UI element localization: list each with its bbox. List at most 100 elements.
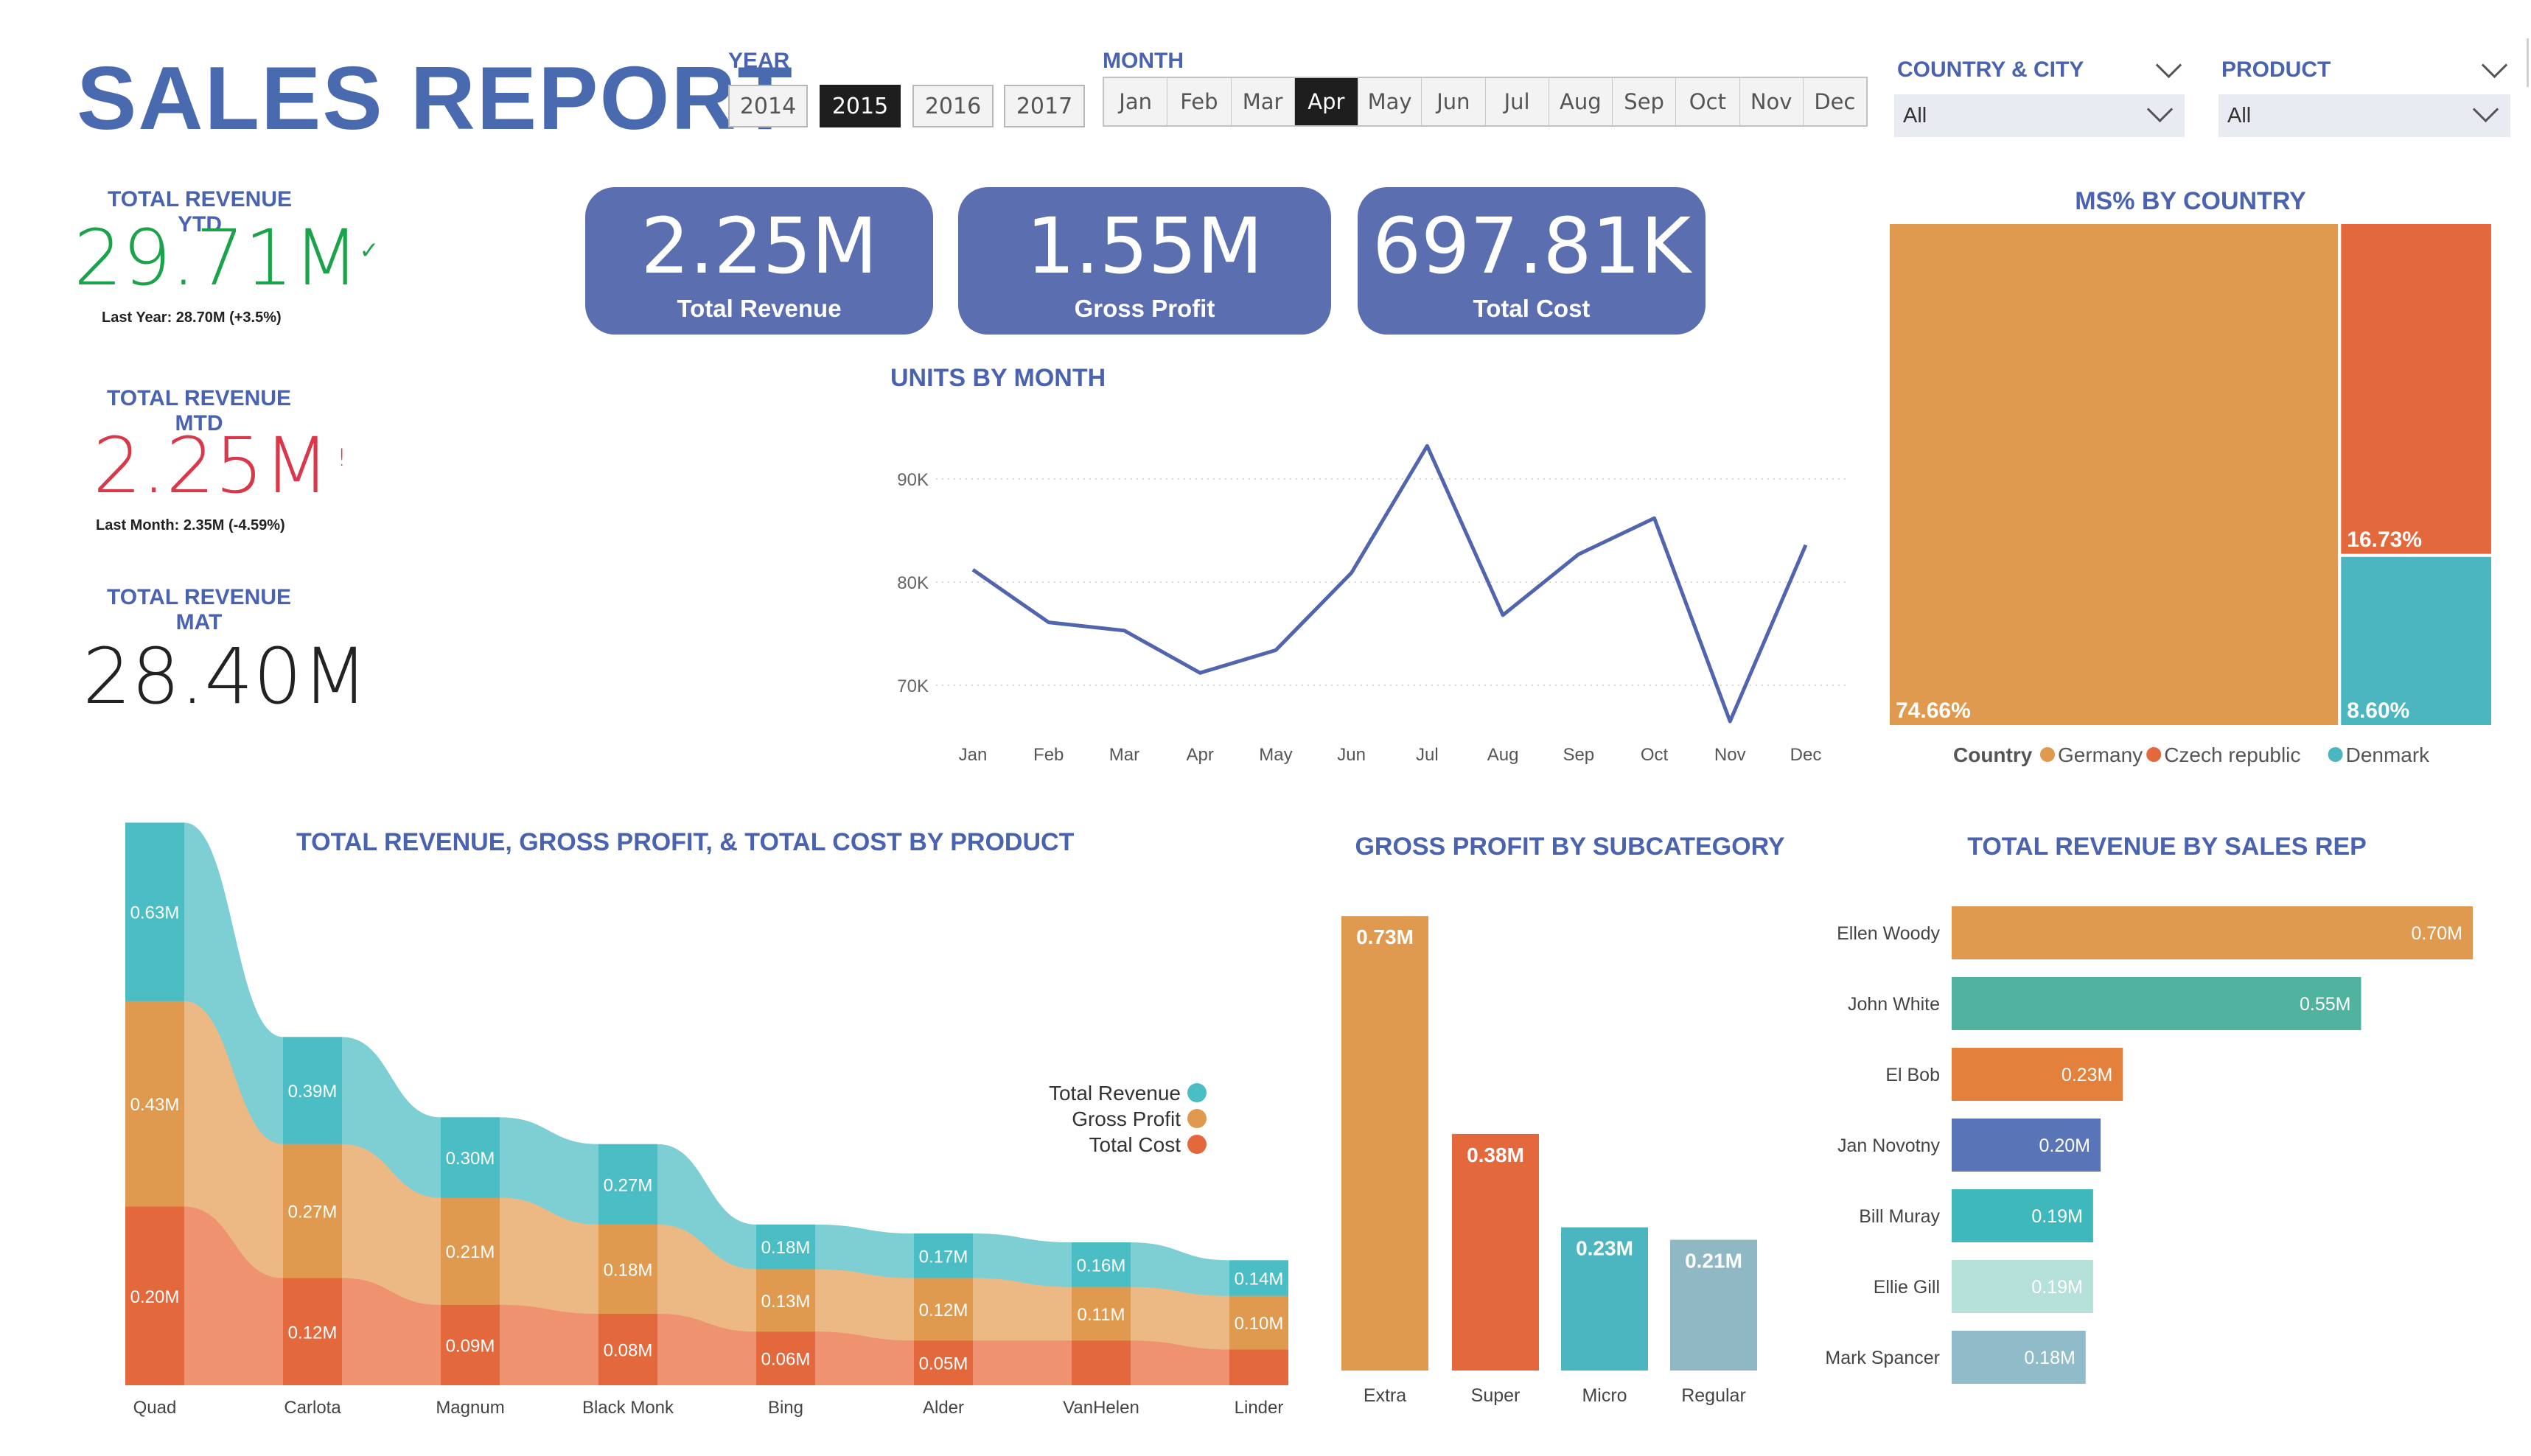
product-area-chart: 0.63M 0.43M 0.20M Quad 0.39M 0.27M 0.12M Carlot…: [125, 822, 1288, 1418]
x-tick-label: Quad: [133, 1398, 177, 1418]
month-button-mar[interactable]: Mar: [1232, 78, 1295, 125]
revenue-segment: [756, 1224, 815, 1270]
cost-segment: [1229, 1349, 1288, 1385]
treemap-tile: [2338, 553, 2494, 728]
data-label: 0.12M: [288, 1323, 338, 1343]
check-icon: ✓: [359, 236, 380, 265]
subcategory-bar-chart: 0.73M Extra 0.38M Super 0.23M Micro 0.21M Regul…: [1341, 916, 1757, 1406]
year-button-2016[interactable]: 2016: [912, 85, 994, 127]
data-label: 0.17M: [919, 1247, 968, 1267]
kpi-mtd-value: 2.25M!: [93, 421, 347, 511]
cost-segment: [756, 1331, 815, 1385]
card-total-revenue-value: 2.25M: [640, 201, 878, 291]
chevron-down-icon[interactable]: [2481, 52, 2508, 79]
sales-rep-bar: [1952, 977, 2361, 1030]
month-button-aug[interactable]: Aug: [1549, 78, 1613, 125]
data-label: 0.21M: [446, 1242, 495, 1262]
product-filter-value: All: [2227, 103, 2252, 127]
month-button-sep[interactable]: Sep: [1613, 78, 1677, 125]
data-label: 0.63M: [130, 903, 180, 923]
card-gross-profit-label: Gross Profit: [1074, 295, 1215, 322]
card-total-cost: 697.81K Total Cost: [1358, 187, 1706, 335]
month-button-nov[interactable]: Nov: [1740, 78, 1804, 125]
year-button-2014[interactable]: 2014: [728, 85, 808, 127]
cost-ribbon: [125, 1206, 1288, 1385]
data-label: 0.18M: [761, 1238, 811, 1258]
month-button-jun[interactable]: Jun: [1422, 78, 1486, 125]
legend-label: Germany: [2058, 743, 2143, 766]
month-button-dec[interactable]: Dec: [1814, 89, 1856, 114]
subcategory-bar: [1670, 1239, 1757, 1371]
chevron-down-icon: [2472, 96, 2499, 123]
x-tick-label: Super: [1471, 1385, 1521, 1406]
x-tick-label: Micro: [1582, 1385, 1627, 1406]
x-tick-label: Regular: [1681, 1385, 1746, 1406]
month-button-feb[interactable]: Feb: [1167, 78, 1232, 125]
x-tick-label: Dec: [1790, 745, 1822, 765]
data-label: 0.05M: [919, 1354, 968, 1374]
card-total-revenue-label: Total Revenue: [677, 295, 842, 322]
y-tick-label: Jan Novotny: [1837, 1135, 1940, 1156]
data-label: 0.13M: [761, 1292, 811, 1312]
month-slicer-label: MONTH: [1103, 49, 1184, 73]
sales-rep-bar: [1952, 1260, 2093, 1313]
card-total-revenue: 2.25M Total Revenue: [585, 187, 933, 335]
x-tick-label: Mar: [1109, 745, 1139, 765]
subcategory-bar: [1341, 916, 1428, 1371]
treemap-label: 74.66%: [1896, 699, 1971, 723]
y-tick-label: Bill Muray: [1859, 1206, 1940, 1227]
cost-segment: [914, 1340, 973, 1385]
y-tick-label: 90K: [897, 470, 929, 490]
x-tick-label: Aug: [1487, 745, 1519, 765]
year-button-2017[interactable]: 2017: [1004, 85, 1085, 127]
sales-rep-bar-chart: Ellen Woody 0.70M John White 0.55M El Bob 0.2…: [1825, 906, 2473, 1384]
data-label: 0.27M: [604, 1175, 653, 1195]
data-label: 0.11M: [1078, 1305, 1125, 1325]
chevron-down-icon[interactable]: [2155, 52, 2182, 79]
data-label: 0.21M: [1685, 1250, 1742, 1273]
x-tick-label: Alder: [923, 1398, 964, 1418]
data-label: 0.09M: [446, 1336, 495, 1356]
profit-segment: [283, 1144, 342, 1278]
legend-marker: [2146, 747, 2162, 762]
units-by-month-chart: 70K 80K 90K Jan Feb Mar Apr May Jun Jul Aug Sep Oct N…: [897, 444, 1850, 765]
month-button-oct[interactable]: Oct: [1676, 78, 1740, 125]
data-label: 0.08M: [604, 1341, 653, 1361]
month-button-jul[interactable]: Jul: [1486, 78, 1549, 125]
revenue-segment: [598, 1144, 657, 1225]
card-gross-profit-value: 1.55M: [1026, 201, 1263, 291]
data-label: 0.23M: [1576, 1237, 1633, 1260]
kpi-mtd-label: TOTAL REVENUE MTD: [106, 386, 292, 435]
sales-rep-bar: [1952, 1119, 2101, 1172]
year-button-2015[interactable]: 2015: [820, 85, 901, 127]
x-tick-label: Apr: [1187, 745, 1214, 765]
data-label: 0.30M: [446, 1149, 495, 1169]
x-tick-label: Black Monk: [582, 1398, 674, 1418]
data-label: 0.73M: [1356, 925, 1414, 948]
month-button-may[interactable]: May: [1358, 78, 1422, 125]
x-tick-label: Bing: [768, 1398, 803, 1418]
data-label: 0.55M: [2300, 994, 2350, 1015]
revenue-segment: [914, 1233, 973, 1278]
chevron-down-icon: [2146, 96, 2174, 123]
sales-rep-chart-title: TOTAL REVENUE BY SALES REP: [1967, 833, 2367, 861]
data-label: 0.12M: [919, 1301, 968, 1320]
x-tick-label: Jul: [1416, 745, 1439, 765]
filter-scrollbar[interactable]: [2527, 38, 2529, 87]
product-filter-dropdown[interactable]: All: [2218, 94, 2510, 137]
data-label: 0.39M: [288, 1082, 338, 1102]
cost-segment: [283, 1278, 342, 1385]
country-filter-dropdown[interactable]: All: [1894, 94, 2185, 137]
sales-rep-bar: [1952, 1331, 2086, 1384]
ms-by-country-title: MS% BY COUNTRY: [2075, 187, 2306, 215]
profit-segment: [1229, 1295, 1288, 1350]
x-tick-label: Linder: [1235, 1398, 1284, 1418]
month-button-jan[interactable]: Jan: [1104, 78, 1168, 125]
data-label: 0.20M: [2039, 1135, 2090, 1156]
card-gross-profit: 1.55M Gross Profit: [958, 187, 1331, 335]
data-label: 0.06M: [761, 1350, 811, 1370]
x-tick-label: VanHelen: [1063, 1398, 1139, 1418]
x-tick-label: Sep: [1563, 745, 1594, 765]
month-button-apr[interactable]: Apr: [1294, 78, 1358, 125]
x-tick-label: Magnum: [436, 1398, 504, 1418]
